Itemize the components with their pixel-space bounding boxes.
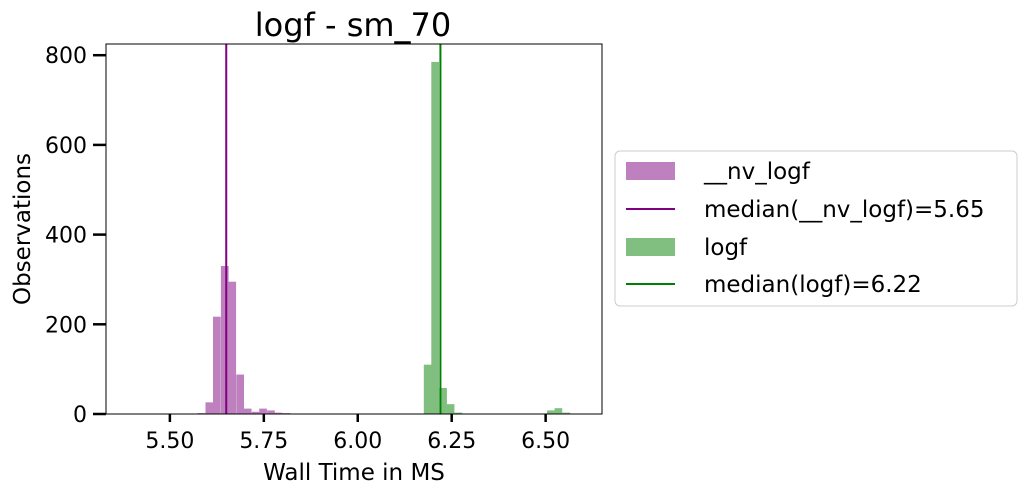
- histogram-bar: [423, 364, 432, 414]
- x-tick-label: 5.75: [239, 429, 288, 454]
- histogram-bar: [562, 412, 571, 414]
- legend-swatch-nv-logf: [626, 162, 675, 180]
- legend: __nv_logf median(__nv_logf)=5.65 logf me…: [614, 150, 1018, 307]
- legend-frame: [614, 150, 1018, 307]
- histogram-bar: [446, 404, 455, 414]
- histogram-bar: [251, 411, 260, 414]
- chart-title: logf - sm_70: [255, 6, 452, 44]
- legend-label-median-logf: median(logf)=6.22: [704, 272, 922, 298]
- histogram-bar: [274, 412, 283, 414]
- histogram-bar: [212, 316, 221, 414]
- y-tick-label: 600: [45, 134, 87, 159]
- histogram-bars: [197, 61, 571, 414]
- histogram-bar: [431, 61, 440, 414]
- x-tick-label: 5.50: [145, 429, 194, 454]
- histogram-bar: [236, 374, 244, 414]
- y-axis-label: Observations: [10, 153, 36, 305]
- plot-frame: [105, 43, 603, 415]
- y-axis: 0 200 400 600 800: [45, 44, 106, 428]
- legend-swatch-logf: [626, 238, 675, 256]
- x-tick-label: 6.00: [333, 429, 382, 454]
- histogram-bar: [547, 410, 555, 414]
- histogram-bar: [220, 266, 229, 414]
- histogram-bar: [259, 408, 267, 414]
- median-lines: [225, 44, 442, 414]
- y-tick-label: 0: [73, 403, 87, 428]
- histogram-bar: [454, 412, 463, 414]
- x-axis-label: Wall Time in MS: [263, 460, 445, 486]
- y-tick-label: 800: [45, 44, 87, 69]
- legend-label-nv-logf: __nv_logf: [703, 159, 811, 185]
- x-tick-label: 6.25: [427, 429, 476, 454]
- histogram-bar: [243, 408, 252, 414]
- y-tick-label: 200: [45, 313, 87, 338]
- histogram-bar: [554, 408, 563, 414]
- histogram-bar: [439, 387, 447, 414]
- y-tick-label: 400: [45, 224, 87, 249]
- histogram-bar: [228, 281, 237, 414]
- histogram-bar: [205, 402, 214, 414]
- x-tick-label: 6.50: [521, 429, 570, 454]
- histogram-bar: [267, 410, 275, 414]
- x-axis: 5.50 5.75 6.00 6.25 6.50: [145, 414, 570, 454]
- legend-label-logf: logf: [704, 235, 748, 261]
- legend-label-median-nv-logf: median(__nv_logf)=5.65: [704, 197, 985, 223]
